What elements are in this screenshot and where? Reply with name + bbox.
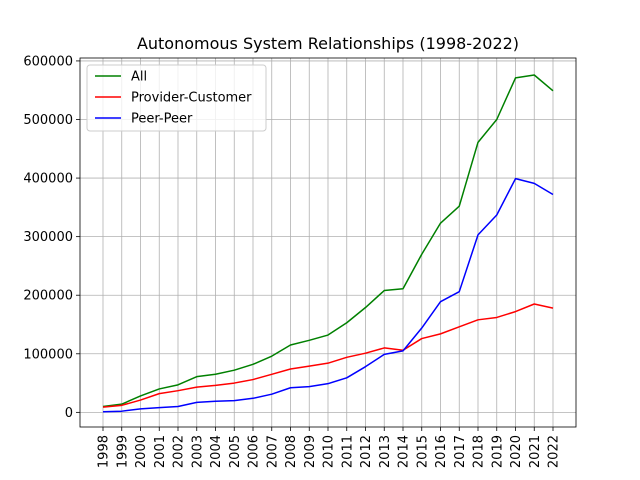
x-tick-label: 2018 — [472, 435, 487, 468]
legend-box — [86, 64, 267, 132]
x-tick-label: 2013 — [378, 435, 393, 468]
legend-label: Provider-Customer — [131, 91, 252, 106]
y-tick-label: 0 — [65, 406, 73, 421]
x-tick-label: 2004 — [209, 435, 224, 468]
x-tick-label: 2002 — [172, 435, 187, 468]
x-tick-label: 2012 — [359, 435, 374, 468]
series-group — [102, 74, 554, 413]
chart-title: Autonomous System Relationships (1998-20… — [137, 34, 519, 53]
x-tick-label: 1999 — [115, 435, 130, 468]
y-tick-label: 600000 — [23, 54, 73, 69]
x-axis: 1998 1999 2000 2001 2002 2003 2004 2005 2006 2007… — [97, 427, 562, 468]
x-tick-label: 2016 — [434, 435, 449, 468]
x-tick-label: 2021 — [528, 435, 543, 468]
series-line-peer-peer — [102, 177, 554, 413]
y-tick-label: 400000 — [23, 172, 73, 187]
y-tick-label: 200000 — [23, 289, 73, 304]
y-tick-label: 100000 — [23, 347, 73, 362]
legend: All Provider-Customer Peer-Peer — [86, 64, 267, 132]
x-tick-label: 2005 — [228, 435, 243, 468]
x-tick-label: 2017 — [453, 435, 468, 468]
x-tick-label: 2003 — [190, 435, 205, 468]
x-tick-label: 2015 — [415, 435, 430, 468]
y-tick-label: 300000 — [23, 230, 73, 245]
x-tick-label: 2007 — [265, 435, 280, 468]
x-tick-label: 2001 — [153, 435, 168, 468]
y-axis: 0 100000 200000 300000 400000 500000 600000 — [23, 54, 80, 421]
x-tick-label: 2000 — [134, 435, 149, 468]
x-tick-label: 2020 — [509, 435, 524, 468]
legend-label: All — [131, 70, 147, 85]
series-line-provider-customer — [102, 303, 554, 408]
x-tick-label: 2009 — [303, 435, 318, 468]
x-tick-label: 2011 — [340, 435, 355, 468]
x-tick-label: 2022 — [547, 435, 562, 468]
legend-label: Peer-Peer — [131, 112, 193, 127]
x-tick-label: 2014 — [397, 435, 412, 468]
series-line-all — [102, 74, 554, 408]
x-tick-label: 2006 — [247, 435, 262, 468]
x-tick-label: 2008 — [284, 435, 299, 468]
x-tick-label: 1998 — [97, 435, 112, 468]
x-tick-label: 2019 — [490, 435, 505, 468]
y-tick-label: 500000 — [23, 113, 73, 128]
x-tick-label: 2010 — [322, 435, 337, 468]
